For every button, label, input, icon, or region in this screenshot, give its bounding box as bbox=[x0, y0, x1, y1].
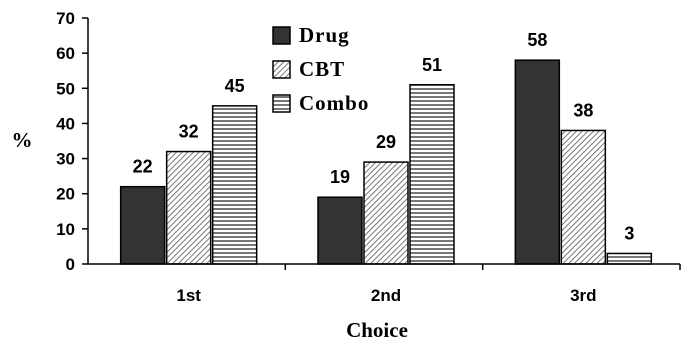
bar-combo-1st bbox=[211, 105, 258, 265]
x-tick-label-3rd: 3rd bbox=[570, 286, 596, 305]
y-tick-label: 50 bbox=[56, 79, 75, 98]
bar-combo-2nd bbox=[409, 84, 455, 265]
data-label-combo-3rd: 3 bbox=[624, 223, 634, 243]
data-label-cbt-2nd: 29 bbox=[376, 132, 396, 152]
y-tick-label: 40 bbox=[56, 114, 75, 133]
x-tick-label-1st: 1st bbox=[176, 286, 201, 305]
data-label-drug-1st: 22 bbox=[133, 157, 153, 177]
bar-cbt-1st bbox=[165, 150, 212, 265]
x-tick-label-2nd: 2nd bbox=[371, 286, 401, 305]
legend-swatch-combo bbox=[272, 94, 291, 113]
y-tick-label: 60 bbox=[56, 44, 75, 63]
bar-drug-3rd bbox=[514, 59, 561, 265]
x-axis-title: Choice bbox=[346, 318, 408, 342]
bar-cbt-3rd bbox=[560, 129, 607, 265]
data-label-combo-1st: 45 bbox=[225, 76, 245, 96]
y-tick-label: 30 bbox=[56, 150, 75, 169]
data-label-combo-2nd: 51 bbox=[422, 55, 442, 75]
legend-swatch-drug bbox=[272, 26, 291, 45]
data-labels: 22 32 45 19 29 51 58 38 3 bbox=[133, 30, 635, 243]
legend-label-cbt: CBT bbox=[299, 57, 345, 81]
data-label-drug-2nd: 19 bbox=[330, 167, 350, 187]
y-tick-label: 10 bbox=[56, 220, 75, 239]
bar-cbt-2nd bbox=[363, 161, 409, 265]
y-axis-title: % bbox=[12, 128, 33, 152]
legend: Drug CBT Combo bbox=[272, 23, 369, 115]
y-axis-ticks: 0 10 20 30 40 50 60 70 bbox=[56, 9, 88, 274]
y-tick-label: 20 bbox=[56, 185, 75, 204]
bar-combo-3rd bbox=[606, 252, 653, 265]
y-tick-label: 0 bbox=[66, 255, 75, 274]
bars bbox=[119, 59, 653, 265]
legend-swatch-cbt bbox=[272, 60, 291, 79]
bar-drug-2nd bbox=[317, 196, 363, 265]
data-label-cbt-1st: 32 bbox=[179, 122, 199, 142]
data-label-drug-3rd: 58 bbox=[527, 30, 547, 50]
x-axis-ticks: 1st 2nd 3rd bbox=[176, 264, 681, 305]
data-label-cbt-3rd: 38 bbox=[573, 100, 593, 120]
axes bbox=[87, 18, 680, 265]
y-tick-label: 70 bbox=[56, 9, 75, 28]
legend-label-combo: Combo bbox=[299, 91, 369, 115]
bar-drug-1st bbox=[119, 185, 166, 265]
legend-label-drug: Drug bbox=[299, 23, 350, 47]
